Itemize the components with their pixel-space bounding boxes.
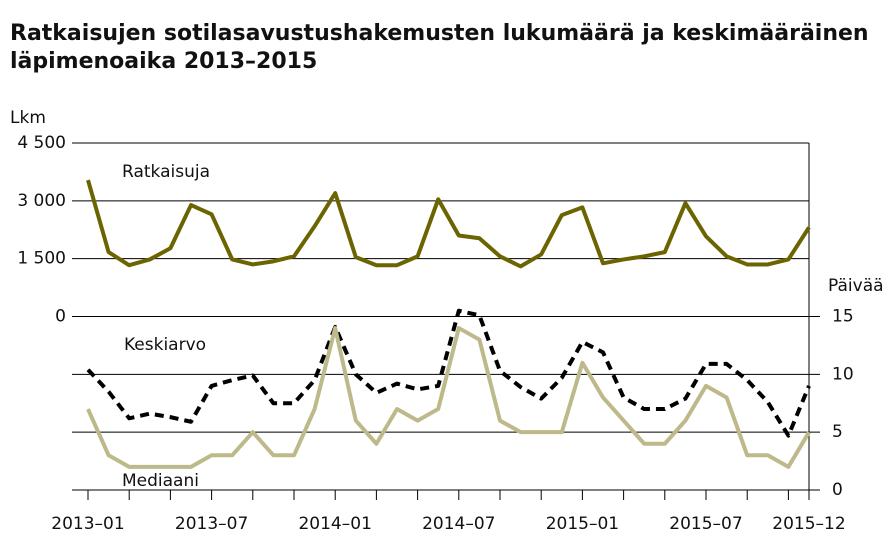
chart-title: Ratkaisujen sotilasavustushakemusten luk…	[10, 21, 869, 46]
y-axis-label: Lkm	[10, 108, 46, 128]
x-tick-label: 2015–07	[669, 514, 742, 534]
y-tick-label: 3 000	[17, 191, 66, 211]
line-series	[86, 308, 811, 438]
y2-tick-label: 15	[832, 307, 854, 327]
x-tick-label: 2015–01	[546, 514, 619, 534]
x-tick-label: 2014–01	[298, 514, 371, 534]
series-label: Ratkaisuja	[122, 162, 210, 182]
x-tick-label: 2014–07	[422, 514, 495, 534]
y2-tick-label: 10	[832, 364, 854, 384]
series-label: Keskiarvo	[124, 335, 206, 355]
series-label: Mediaani	[122, 471, 199, 491]
y2-tick-label: 0	[832, 480, 843, 500]
line-series	[86, 179, 811, 269]
x-tick-label: 2013–07	[175, 514, 248, 534]
y-tick-label: 0	[55, 307, 66, 327]
y2-axis-label: Päivää	[828, 276, 884, 296]
line-series	[86, 326, 811, 469]
x-tick-label: 2013–01	[51, 514, 124, 534]
chart-title: läpimenoaika 2013–2015	[10, 49, 317, 74]
y-tick-label: 4 500	[17, 133, 66, 153]
y2-tick-label: 5	[832, 422, 843, 442]
x-tick-label: 2015–12	[772, 514, 845, 534]
y-tick-label: 1 500	[17, 249, 66, 269]
